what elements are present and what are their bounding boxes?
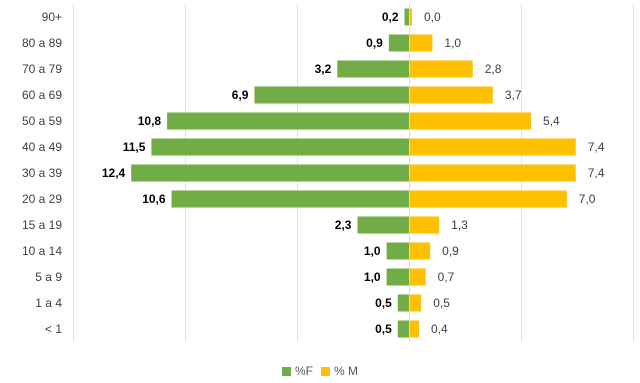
bar-female — [131, 164, 410, 182]
category-label: 80 a 89 — [22, 36, 62, 50]
data-label-male: 0,7 — [438, 270, 455, 284]
data-label-male: 0,9 — [442, 244, 459, 258]
category-labels: 90+ 80 a 89 70 a 79 60 a 69 50 a 59 40 a 49 30… — [22, 10, 62, 336]
male-bars — [410, 8, 576, 338]
category-label: < 1 — [45, 322, 62, 336]
category-label: 40 a 49 — [22, 140, 62, 154]
data-label-male: 0,4 — [431, 322, 448, 336]
bar-female — [386, 268, 409, 286]
data-label-female: 10,8 — [138, 114, 162, 128]
data-label-male: 0,5 — [433, 296, 450, 310]
data-label-male: 1,0 — [444, 36, 461, 50]
bar-female — [397, 320, 409, 338]
bar-male — [410, 320, 419, 338]
category-label: 30 a 39 — [22, 166, 62, 180]
legend-swatch-male — [321, 366, 330, 376]
bar-male — [410, 34, 433, 52]
bar-male — [410, 138, 576, 156]
bar-male — [410, 112, 531, 130]
bar-female — [337, 60, 409, 78]
bar-female — [167, 112, 409, 130]
female-bars — [131, 8, 410, 338]
data-label-female: 10,6 — [142, 192, 166, 206]
bar-female — [386, 242, 409, 260]
data-label-female: 1,0 — [364, 270, 381, 284]
data-label-female: 0,2 — [382, 10, 399, 24]
data-label-female: 0,9 — [366, 36, 383, 50]
bar-male — [410, 60, 473, 78]
legend-swatch-female — [282, 366, 291, 376]
category-label: 20 a 29 — [22, 192, 62, 206]
legend-item-female: %F — [282, 364, 313, 378]
male-value-labels: 0,01,0 2,83,7 5,4 7,4 7,4 7,0 1,3 0,9 0,7 0,5 0,4 — [424, 10, 605, 336]
data-label-male: 5,4 — [543, 114, 560, 128]
data-label-male: 7,0 — [579, 192, 596, 206]
bar-female — [397, 294, 409, 312]
legend-label-female: %F — [295, 364, 313, 378]
bar-male — [410, 216, 440, 234]
data-label-male: 1,3 — [451, 218, 468, 232]
data-label-female: 3,2 — [315, 62, 332, 76]
legend-label-male: % M — [334, 364, 358, 378]
data-label-female: 2,3 — [335, 218, 352, 232]
data-label-female: 11,5 — [123, 140, 146, 154]
female-value-labels: 0,2 0,9 3,2 6,9 10,8 11,5 12,4 10,6 2,3 1,0 1,0 0,5… — [102, 10, 399, 336]
category-label: 60 a 69 — [22, 88, 62, 102]
bar-male — [410, 164, 576, 182]
bar-female — [151, 138, 409, 156]
category-label: 15 a 19 — [22, 218, 62, 232]
legend: %F % M — [0, 361, 640, 381]
category-label: 1 a 4 — [35, 296, 62, 310]
data-label-female: 6,9 — [232, 88, 249, 102]
category-label: 5 a 9 — [35, 270, 62, 284]
bar-male — [410, 242, 431, 260]
bar-female — [254, 86, 409, 104]
population-pyramid-chart: 90+ 80 a 89 70 a 79 60 a 69 50 a 59 40 a 49 30… — [22, 4, 634, 342]
data-label-male: 2,8 — [485, 62, 502, 76]
bar-female — [388, 34, 409, 52]
bar-female — [357, 216, 409, 234]
bar-female — [404, 8, 409, 26]
legend-item-male: % M — [321, 364, 358, 378]
data-label-female: 12,4 — [102, 166, 126, 180]
data-label-male: 7,4 — [588, 166, 605, 180]
category-label: 90+ — [42, 10, 62, 24]
category-label: 10 a 14 — [22, 244, 62, 258]
bar-male — [410, 86, 493, 104]
bar-female — [171, 190, 409, 208]
category-label: 70 a 79 — [22, 62, 62, 76]
data-label-female: 1,0 — [364, 244, 381, 258]
bar-male — [410, 294, 422, 312]
bar-male — [410, 190, 567, 208]
bar-male — [410, 268, 426, 286]
data-label-female: 0,5 — [375, 322, 392, 336]
data-label-female: 0,5 — [375, 296, 392, 310]
data-label-male: 3,7 — [505, 88, 522, 102]
data-label-male: 0,0 — [424, 10, 441, 24]
data-label-male: 7,4 — [588, 140, 605, 154]
category-label: 50 a 59 — [22, 114, 62, 128]
bar-male — [410, 8, 412, 26]
